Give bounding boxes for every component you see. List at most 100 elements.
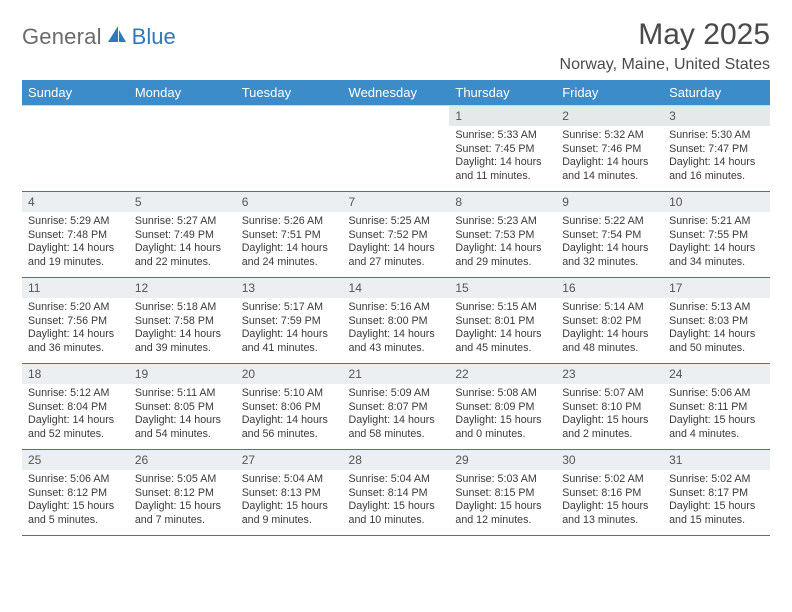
- day-number: 23: [556, 364, 663, 384]
- brand-blue: Blue: [132, 24, 176, 50]
- day-cell: 19Sunrise: 5:11 AMSunset: 8:05 PMDayligh…: [129, 364, 236, 450]
- day-number: 3: [663, 106, 770, 126]
- sail-icon: [106, 24, 128, 49]
- sunrise: Sunrise: 5:18 AM: [135, 301, 230, 315]
- day-body: Sunrise: 5:32 AMSunset: 7:46 PMDaylight:…: [556, 126, 663, 188]
- sunrise: Sunrise: 5:10 AM: [242, 387, 337, 401]
- sunrise: Sunrise: 5:14 AM: [562, 301, 657, 315]
- day-cell: [343, 106, 450, 192]
- daylight-line-2: and 4 minutes.: [669, 428, 764, 442]
- day-body: Sunrise: 5:33 AMSunset: 7:45 PMDaylight:…: [449, 126, 556, 188]
- day-body: [129, 126, 236, 133]
- title-block: May 2025 Norway, Maine, United States: [560, 18, 770, 74]
- day-number: 9: [556, 192, 663, 212]
- day-cell: 12Sunrise: 5:18 AMSunset: 7:58 PMDayligh…: [129, 278, 236, 364]
- sunset: Sunset: 7:53 PM: [455, 229, 550, 243]
- daylight-line-1: Daylight: 15 hours: [562, 414, 657, 428]
- daylight-line-2: and 13 minutes.: [562, 514, 657, 528]
- day-number: 2: [556, 106, 663, 126]
- day-body: Sunrise: 5:26 AMSunset: 7:51 PMDaylight:…: [236, 212, 343, 274]
- day-body: Sunrise: 5:29 AMSunset: 7:48 PMDaylight:…: [22, 212, 129, 274]
- day-body: Sunrise: 5:08 AMSunset: 8:09 PMDaylight:…: [449, 384, 556, 446]
- day-body: Sunrise: 5:15 AMSunset: 8:01 PMDaylight:…: [449, 298, 556, 360]
- sunrise: Sunrise: 5:26 AM: [242, 215, 337, 229]
- sunset: Sunset: 7:56 PM: [28, 315, 123, 329]
- weekday-monday: Monday: [129, 80, 236, 106]
- daylight-line-2: and 14 minutes.: [562, 170, 657, 184]
- daylight-line-1: Daylight: 14 hours: [562, 156, 657, 170]
- day-cell: 6Sunrise: 5:26 AMSunset: 7:51 PMDaylight…: [236, 192, 343, 278]
- day-body: Sunrise: 5:12 AMSunset: 8:04 PMDaylight:…: [22, 384, 129, 446]
- daylight-line-1: Daylight: 15 hours: [562, 500, 657, 514]
- day-cell: 18Sunrise: 5:12 AMSunset: 8:04 PMDayligh…: [22, 364, 129, 450]
- sunset: Sunset: 7:45 PM: [455, 143, 550, 157]
- day-cell: 31Sunrise: 5:02 AMSunset: 8:17 PMDayligh…: [663, 450, 770, 536]
- daylight-line-2: and 56 minutes.: [242, 428, 337, 442]
- day-number: 4: [22, 192, 129, 212]
- calendar-row: 18Sunrise: 5:12 AMSunset: 8:04 PMDayligh…: [22, 364, 770, 450]
- sunrise: Sunrise: 5:08 AM: [455, 387, 550, 401]
- day-body: Sunrise: 5:13 AMSunset: 8:03 PMDaylight:…: [663, 298, 770, 360]
- daylight-line-1: Daylight: 14 hours: [242, 328, 337, 342]
- day-body: Sunrise: 5:04 AMSunset: 8:13 PMDaylight:…: [236, 470, 343, 532]
- day-number: 13: [236, 278, 343, 298]
- day-cell: 4Sunrise: 5:29 AMSunset: 7:48 PMDaylight…: [22, 192, 129, 278]
- day-cell: 27Sunrise: 5:04 AMSunset: 8:13 PMDayligh…: [236, 450, 343, 536]
- day-body: Sunrise: 5:04 AMSunset: 8:14 PMDaylight:…: [343, 470, 450, 532]
- sunrise: Sunrise: 5:32 AM: [562, 129, 657, 143]
- daylight-line-2: and 43 minutes.: [349, 342, 444, 356]
- sunset: Sunset: 8:15 PM: [455, 487, 550, 501]
- sunset: Sunset: 8:14 PM: [349, 487, 444, 501]
- day-body: Sunrise: 5:03 AMSunset: 8:15 PMDaylight:…: [449, 470, 556, 532]
- sunrise: Sunrise: 5:04 AM: [349, 473, 444, 487]
- daylight-line-1: Daylight: 14 hours: [349, 328, 444, 342]
- day-cell: 15Sunrise: 5:15 AMSunset: 8:01 PMDayligh…: [449, 278, 556, 364]
- day-body: Sunrise: 5:02 AMSunset: 8:17 PMDaylight:…: [663, 470, 770, 532]
- daylight-line-2: and 27 minutes.: [349, 256, 444, 270]
- sunrise: Sunrise: 5:33 AM: [455, 129, 550, 143]
- day-number: 1: [449, 106, 556, 126]
- sunset: Sunset: 8:11 PM: [669, 401, 764, 415]
- day-number: 6: [236, 192, 343, 212]
- daylight-line-2: and 58 minutes.: [349, 428, 444, 442]
- sunset: Sunset: 8:01 PM: [455, 315, 550, 329]
- sunset: Sunset: 8:09 PM: [455, 401, 550, 415]
- daylight-line-2: and 11 minutes.: [455, 170, 550, 184]
- sunrise: Sunrise: 5:22 AM: [562, 215, 657, 229]
- daylight-line-1: Daylight: 14 hours: [28, 328, 123, 342]
- day-cell: 9Sunrise: 5:22 AMSunset: 7:54 PMDaylight…: [556, 192, 663, 278]
- day-cell: 20Sunrise: 5:10 AMSunset: 8:06 PMDayligh…: [236, 364, 343, 450]
- day-number: 20: [236, 364, 343, 384]
- sunset: Sunset: 8:07 PM: [349, 401, 444, 415]
- daylight-line-2: and 52 minutes.: [28, 428, 123, 442]
- daylight-line-2: and 39 minutes.: [135, 342, 230, 356]
- day-body: [343, 126, 450, 133]
- daylight-line-1: Daylight: 15 hours: [28, 500, 123, 514]
- day-cell: 30Sunrise: 5:02 AMSunset: 8:16 PMDayligh…: [556, 450, 663, 536]
- day-cell: 8Sunrise: 5:23 AMSunset: 7:53 PMDaylight…: [449, 192, 556, 278]
- day-body: Sunrise: 5:06 AMSunset: 8:11 PMDaylight:…: [663, 384, 770, 446]
- daylight-line-1: Daylight: 14 hours: [455, 156, 550, 170]
- day-cell: 24Sunrise: 5:06 AMSunset: 8:11 PMDayligh…: [663, 364, 770, 450]
- day-number: 5: [129, 192, 236, 212]
- calendar-row: 11Sunrise: 5:20 AMSunset: 7:56 PMDayligh…: [22, 278, 770, 364]
- sunset: Sunset: 7:49 PM: [135, 229, 230, 243]
- sunrise: Sunrise: 5:11 AM: [135, 387, 230, 401]
- sunset: Sunset: 7:55 PM: [669, 229, 764, 243]
- sunrise: Sunrise: 5:05 AM: [135, 473, 230, 487]
- daylight-line-2: and 2 minutes.: [562, 428, 657, 442]
- sunrise: Sunrise: 5:06 AM: [669, 387, 764, 401]
- day-number: 12: [129, 278, 236, 298]
- sunrise: Sunrise: 5:15 AM: [455, 301, 550, 315]
- sunset: Sunset: 7:59 PM: [242, 315, 337, 329]
- day-cell: 10Sunrise: 5:21 AMSunset: 7:55 PMDayligh…: [663, 192, 770, 278]
- sunrise: Sunrise: 5:06 AM: [28, 473, 123, 487]
- daylight-line-2: and 32 minutes.: [562, 256, 657, 270]
- day-number: 10: [663, 192, 770, 212]
- day-body: Sunrise: 5:27 AMSunset: 7:49 PMDaylight:…: [129, 212, 236, 274]
- day-number: 17: [663, 278, 770, 298]
- day-number: 25: [22, 450, 129, 470]
- daylight-line-1: Daylight: 14 hours: [455, 242, 550, 256]
- sunset: Sunset: 8:03 PM: [669, 315, 764, 329]
- sunrise: Sunrise: 5:30 AM: [669, 129, 764, 143]
